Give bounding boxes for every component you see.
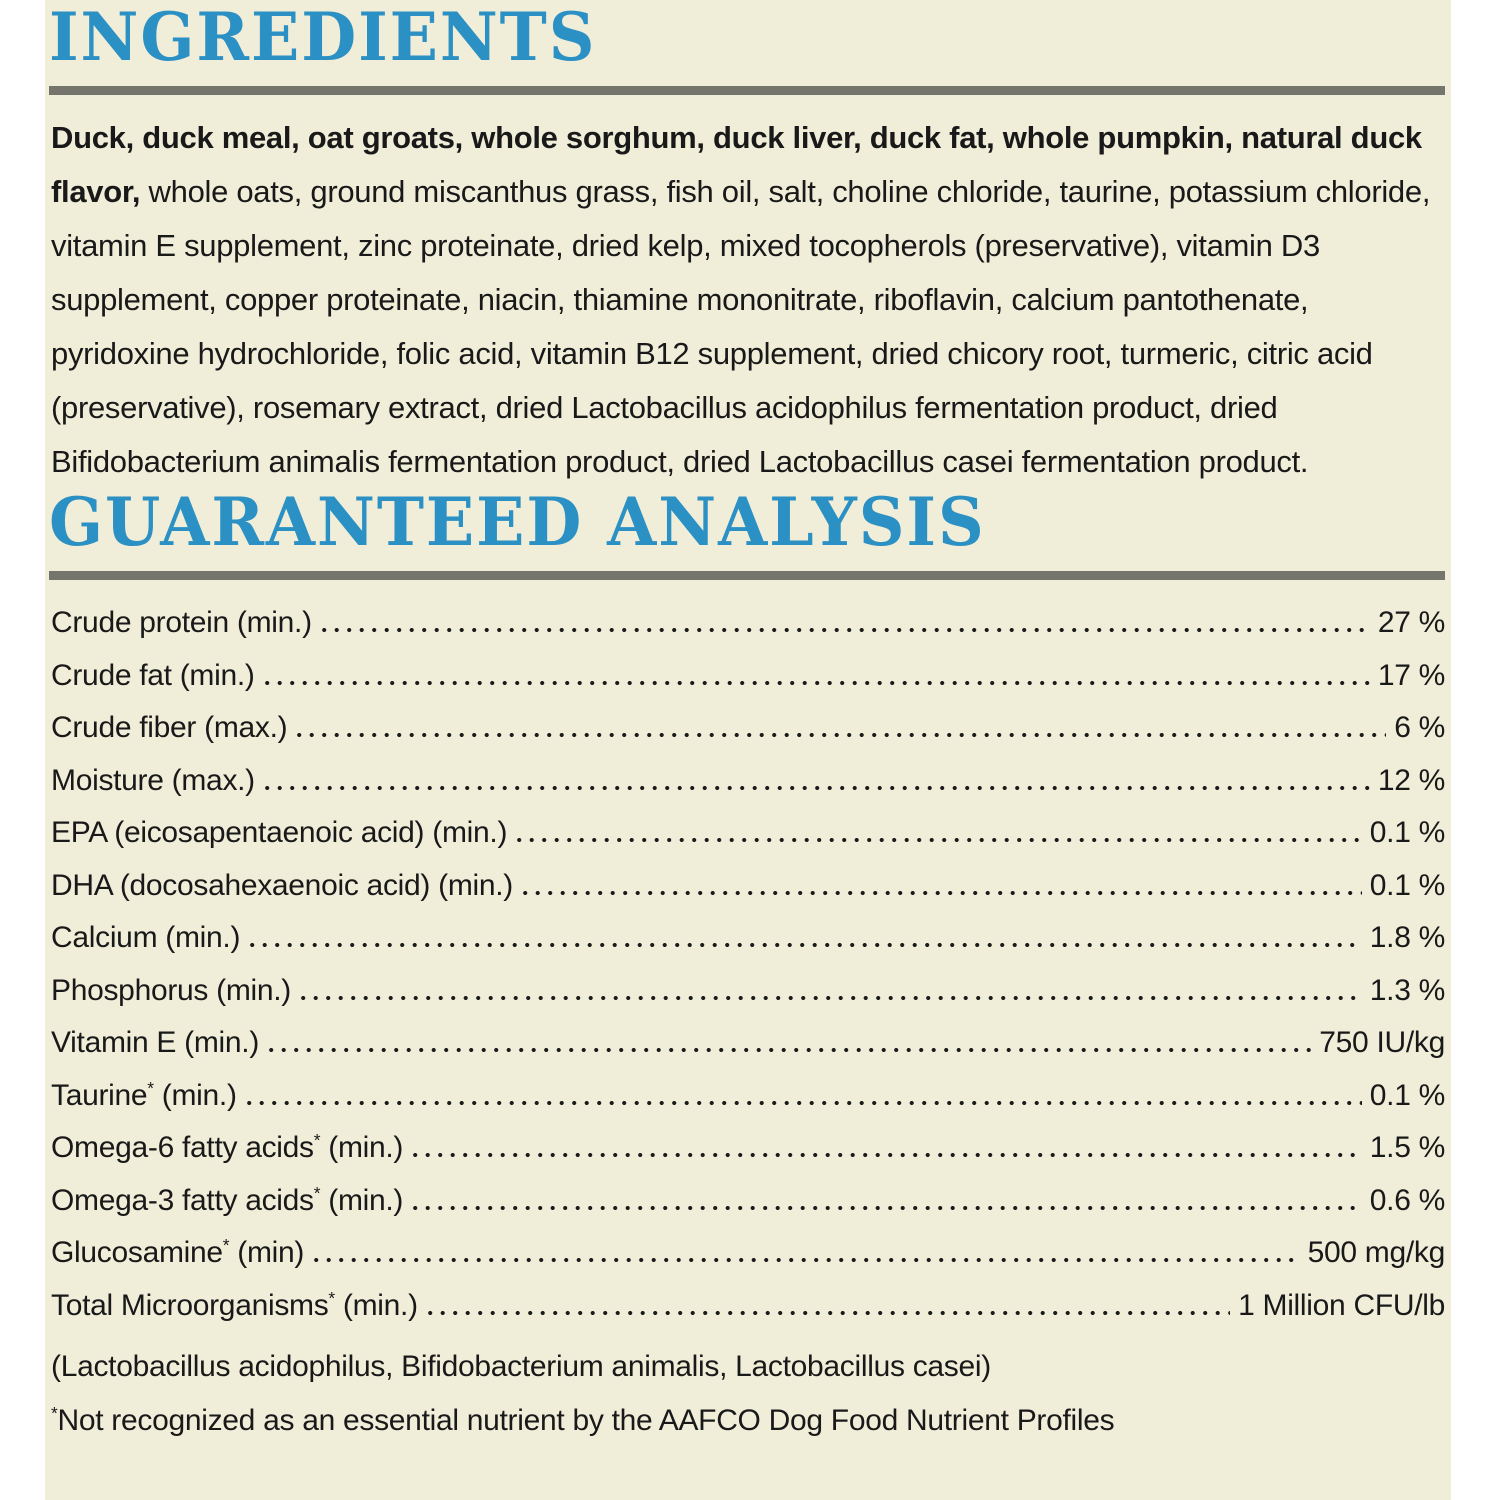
- analysis-value: 6 %: [1394, 711, 1445, 744]
- analysis-nutrient-label: Crude protein (min.): [51, 606, 312, 639]
- analysis-value: 0.1 %: [1369, 868, 1446, 902]
- footnote-marker: *: [313, 1182, 321, 1203]
- analysis-value: 27 %: [1377, 606, 1445, 639]
- dot-leader: [522, 890, 1362, 895]
- guaranteed-analysis-divider-rule: [49, 571, 1445, 580]
- ingredients-divider-rule: [49, 86, 1445, 95]
- analysis-value: 0.1 %: [1369, 1078, 1446, 1112]
- ingredients-bold-lead: Duck, duck meal, oat groats, whole sorgh…: [51, 120, 1422, 209]
- ingredients-section-title: INGREDIENTS: [49, 0, 597, 76]
- dot-leader: [297, 733, 1387, 737]
- analysis-nutrient-label: Calcium (min.): [51, 921, 241, 954]
- footnote-marker: *: [313, 1130, 321, 1150]
- analysis-nutrient-label: Glucosamine* (min): [51, 1235, 305, 1269]
- dot-leader: [301, 995, 1362, 1000]
- dot-leader: [427, 1310, 1231, 1315]
- analysis-value: 1 Million CFU/lb: [1238, 1288, 1445, 1322]
- analysis-value: 0.1 %: [1369, 816, 1446, 849]
- analysis-row: Crude fat (min.) 17 %: [49, 659, 1445, 712]
- dot-leader: [269, 1048, 1312, 1052]
- ingredients-rest: whole oats, ground miscanthus grass, fis…: [51, 174, 1431, 479]
- footnote-marker: *: [328, 1287, 335, 1308]
- analysis-nutrient-label: Vitamin E (min.): [51, 1026, 260, 1059]
- analysis-nutrient-label: Taurine* (min.): [51, 1077, 237, 1112]
- analysis-value: 750 IU/kg: [1319, 1026, 1445, 1059]
- analysis-row: Moisture (max.) 12 %: [49, 764, 1445, 817]
- footnote-marker: *: [147, 1077, 154, 1098]
- dot-leader: [246, 1100, 1362, 1105]
- analysis-row: Omega-3 fatty acids* (min.) 0.6 %: [49, 1184, 1445, 1237]
- analysis-row: DHA (docosahexaenoic acid) (min.) 0.1 %: [49, 869, 1445, 922]
- guaranteed-analysis-table: Crude protein (min.) 27 % Crude fat (min.)…: [49, 606, 1445, 1341]
- footnote-asterisk: *: [51, 1403, 58, 1423]
- analysis-nutrient-label: Crude fiber (max.): [51, 711, 288, 744]
- analysis-row: Omega-6 fatty acids* (min.) 1.5 %: [49, 1131, 1445, 1184]
- analysis-nutrient-label: Moisture (max.): [51, 763, 255, 797]
- analysis-nutrient-label: Omega-6 fatty acids* (min.): [51, 1130, 404, 1164]
- analysis-row: Crude protein (min.) 27 %: [49, 606, 1445, 659]
- analysis-row: Crude fiber (max.) 6 %: [49, 711, 1445, 764]
- dot-leader: [413, 1153, 1362, 1157]
- dot-leader: [250, 943, 1362, 947]
- analysis-row: Calcium (min.) 1.8 %: [49, 921, 1445, 974]
- dot-leader: [517, 838, 1362, 842]
- guaranteed-analysis-section-title: GUARANTEED ANALYSIS: [49, 483, 986, 561]
- analysis-row: Vitamin E (min.) 750 IU/kg: [49, 1026, 1445, 1079]
- dot-leader: [264, 785, 1370, 790]
- analysis-value: 1.3 %: [1369, 973, 1446, 1007]
- analysis-row: Glucosamine* (min) 500 mg/kg: [49, 1236, 1445, 1289]
- microorganisms-species-note: (Lactobacillus acidophilus, Bifidobacter…: [51, 1350, 991, 1383]
- analysis-nutrient-label: Phosphorus (min.): [51, 973, 291, 1007]
- analysis-value: 1.8 %: [1369, 921, 1446, 954]
- footnote-marker: *: [222, 1235, 230, 1255]
- analysis-row: EPA (eicosapentaenoic acid) (min.) 0.1 %: [49, 816, 1445, 869]
- pet-food-label-panel: INGREDIENTS Duck, duck meal, oat groats,…: [45, 0, 1451, 1500]
- aafco-footnote: *Not recognized as an essential nutrient…: [51, 1395, 1445, 1447]
- dot-leader: [314, 1258, 1300, 1262]
- analysis-nutrient-label: DHA (docosahexaenoic acid) (min.): [51, 868, 513, 902]
- analysis-row: Total Microorganisms* (min.) 1 Million CF…: [49, 1289, 1445, 1342]
- dot-leader: [413, 1205, 1362, 1210]
- analysis-value: 1.5 %: [1369, 1131, 1446, 1164]
- analysis-row: Phosphorus (min.) 1.3 %: [49, 974, 1445, 1027]
- footnote-text: Not recognized as an essential nutrient …: [57, 1404, 1115, 1437]
- analysis-value: 12 %: [1377, 763, 1445, 797]
- analysis-nutrient-label: EPA (eicosapentaenoic acid) (min.): [51, 816, 508, 849]
- ingredients-paragraph: Duck, duck meal, oat groats, whole sorgh…: [51, 111, 1437, 489]
- dot-leader: [321, 628, 1370, 632]
- analysis-nutrient-label: Total Microorganisms* (min.): [51, 1287, 418, 1322]
- analysis-nutrient-label: Crude fat (min.): [51, 658, 255, 692]
- analysis-nutrient-label: Omega-3 fatty acids* (min.): [51, 1182, 404, 1217]
- analysis-value: 17 %: [1377, 658, 1445, 692]
- analysis-row: Taurine* (min.) 0.1 %: [49, 1079, 1445, 1132]
- dot-leader: [264, 680, 1370, 685]
- analysis-value: 0.6 %: [1369, 1183, 1446, 1217]
- analysis-value: 500 mg/kg: [1307, 1236, 1446, 1269]
